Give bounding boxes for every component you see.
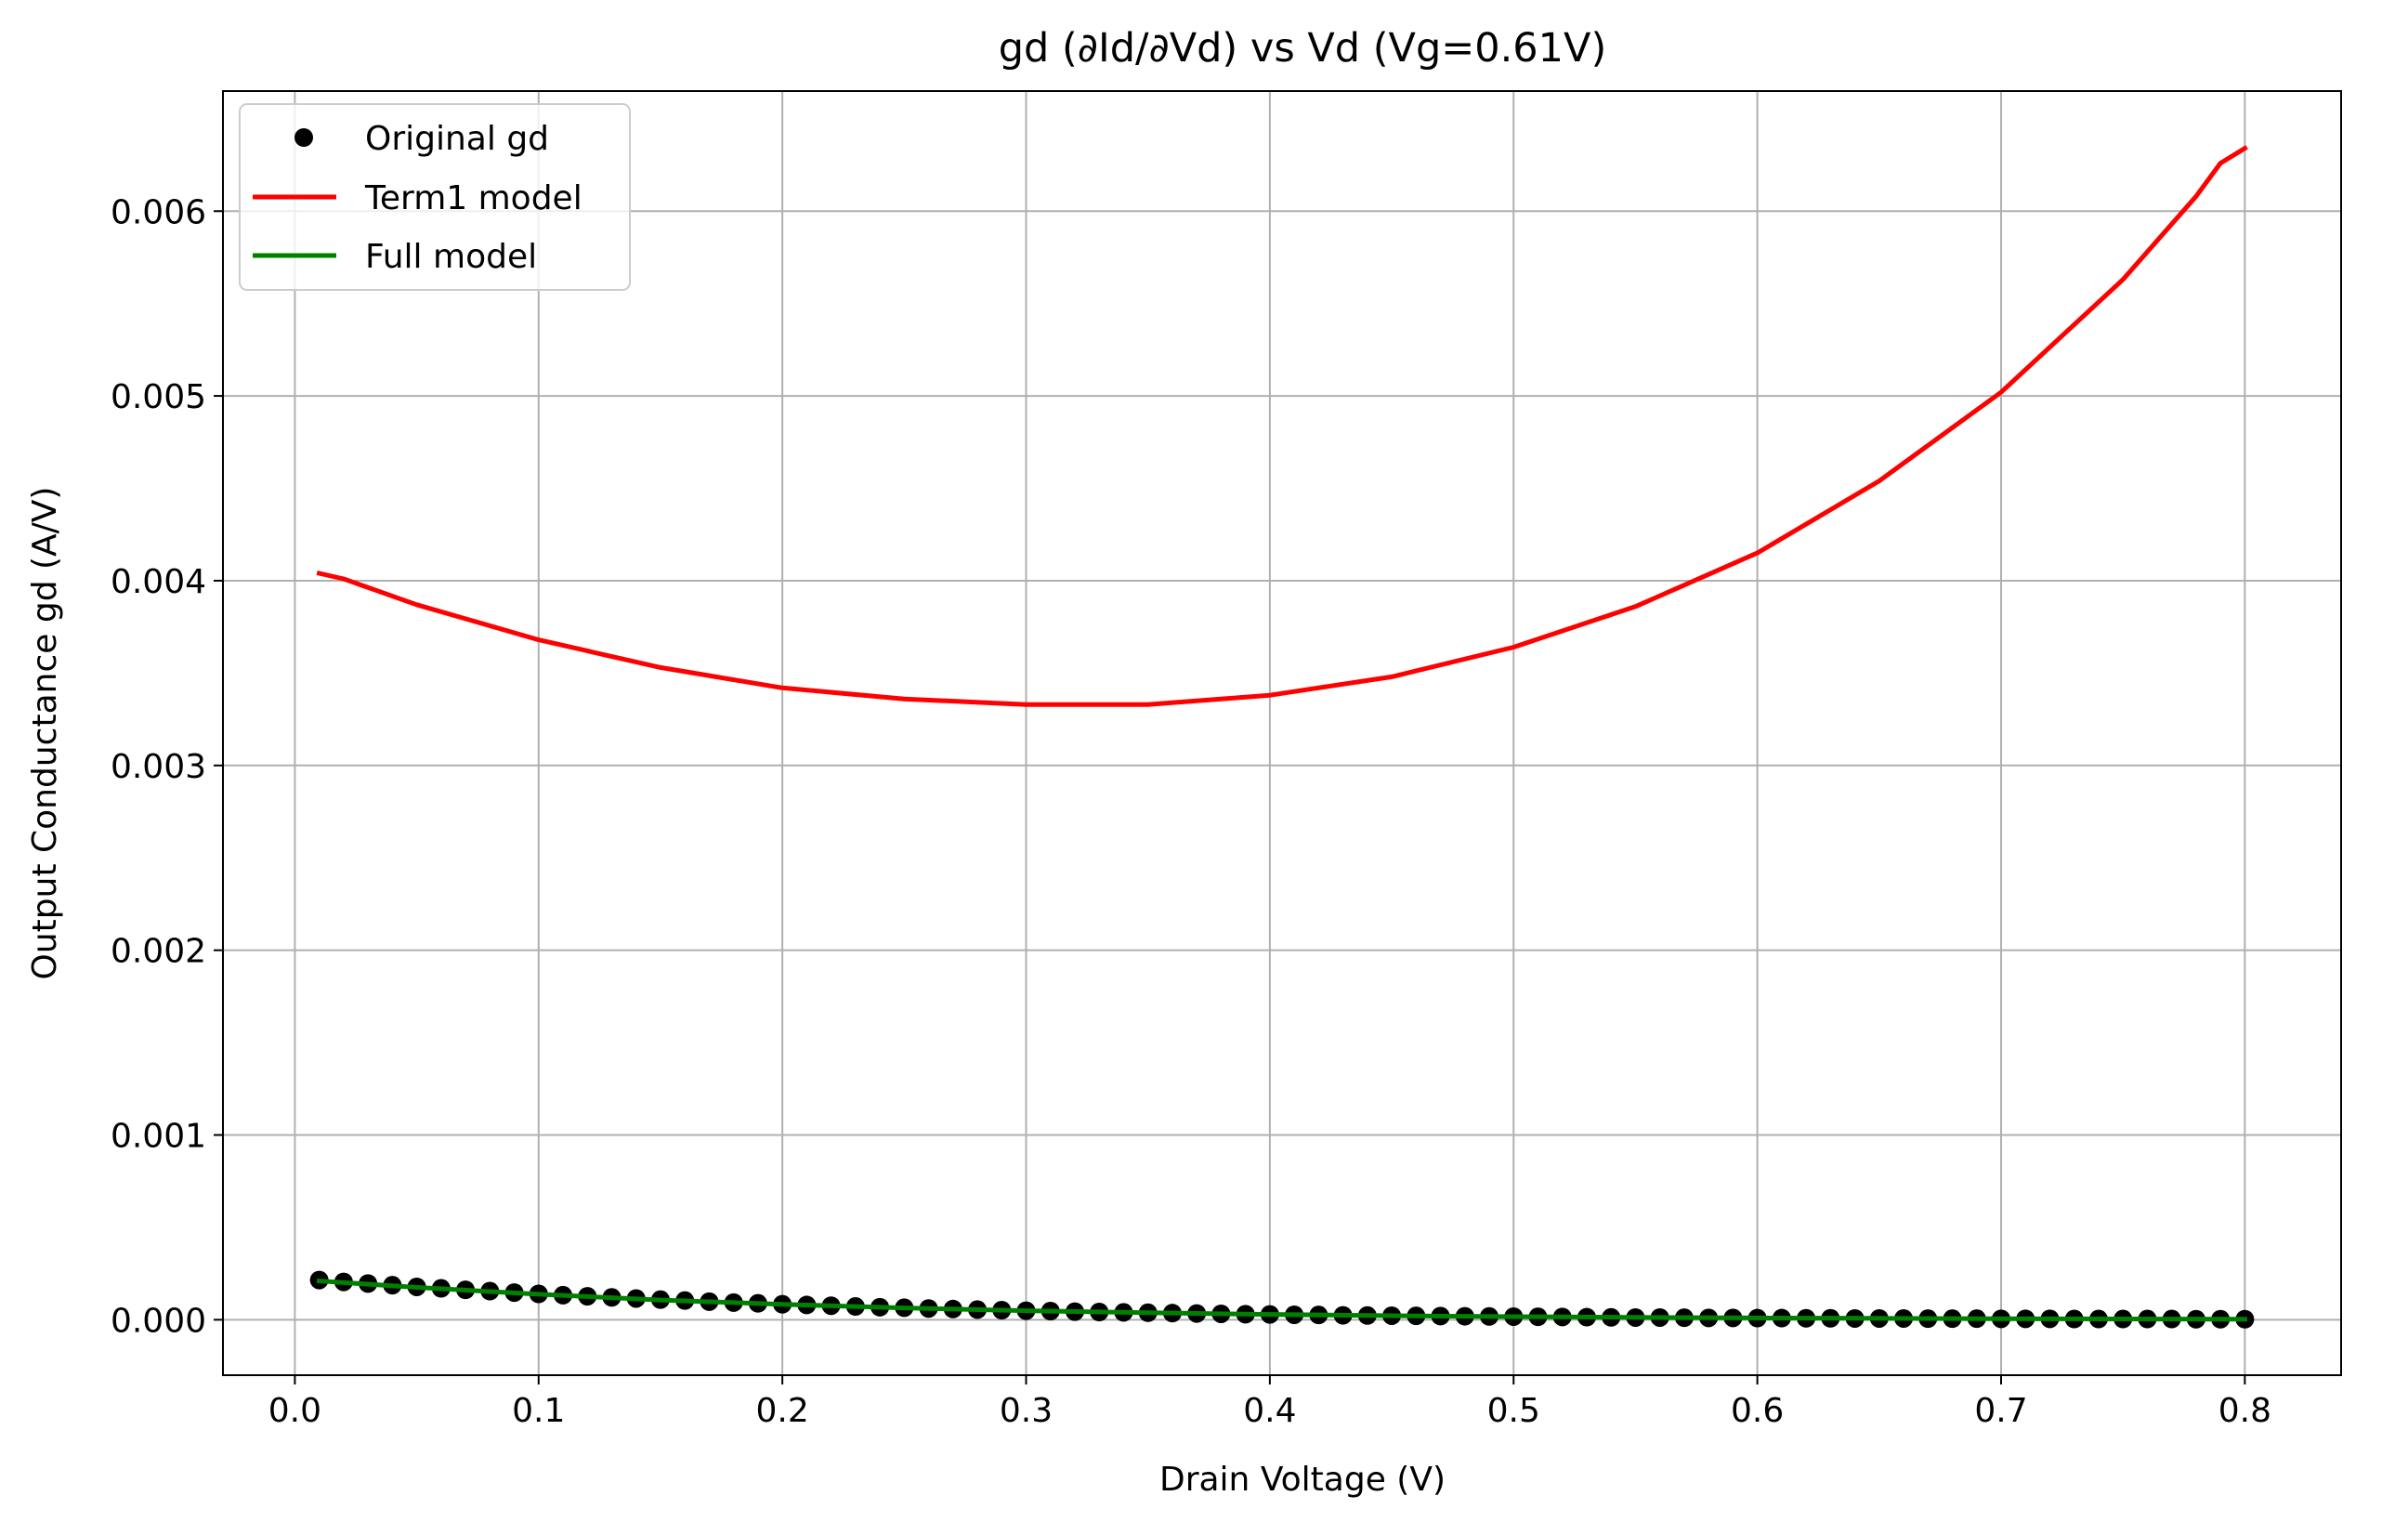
y-tick-label: 0.003 xyxy=(111,748,206,786)
y-tick-label: 0.005 xyxy=(111,378,206,416)
x-tick-label: 0.4 xyxy=(1243,1392,1296,1430)
series-line-term1-model xyxy=(316,145,2248,707)
y-tick-label: 0.000 xyxy=(111,1302,206,1340)
x-tick-label: 0.7 xyxy=(1974,1392,2027,1430)
y-axis-label: Output Conductance gd (A/V) xyxy=(26,487,64,980)
x-tick-label: 0.6 xyxy=(1731,1392,1784,1430)
legend: Original gd Term1 model Full model xyxy=(239,103,631,291)
y-tick-label: 0.002 xyxy=(111,933,206,971)
axes-frame xyxy=(222,90,2342,1376)
ticks: 0.0 0.1 0.2 0.3 0.4 0.5 0.6 0.7 0.8 0.000 0.001 0.0… xyxy=(111,193,2271,1430)
y-tick-label: 0.004 xyxy=(111,563,206,601)
x-tick-label: 0.3 xyxy=(1000,1392,1053,1430)
x-tick-label: 0.2 xyxy=(756,1392,809,1430)
legend-box xyxy=(239,103,631,291)
legend-marker-original-gd xyxy=(294,128,313,147)
plot-series xyxy=(309,145,2255,1329)
y-tick-label: 0.006 xyxy=(111,193,206,231)
x-tick-label: 0.0 xyxy=(268,1392,321,1430)
chart-title: gd (∂Id/∂Vd) vs Vd (Vg=0.61V) xyxy=(999,25,1606,72)
legend-label-term1-model: Term1 model xyxy=(364,179,582,217)
legend-label-original-gd: Original gd xyxy=(365,120,549,158)
x-tick-label: 0.8 xyxy=(2218,1392,2271,1430)
x-axis-label: Drain Voltage (V) xyxy=(1159,1461,1446,1499)
series-line-full-model xyxy=(316,1278,2247,1322)
y-tick-label: 0.001 xyxy=(111,1117,206,1155)
x-tick-label: 0.5 xyxy=(1487,1392,1540,1430)
legend-label-full-model: Full model xyxy=(365,238,537,276)
x-tick-label: 0.1 xyxy=(512,1392,565,1430)
